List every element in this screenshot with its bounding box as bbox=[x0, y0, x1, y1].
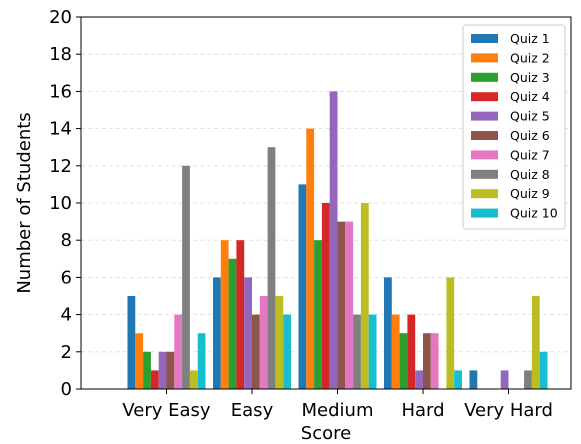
bar bbox=[275, 296, 284, 389]
bar bbox=[189, 370, 198, 389]
x-tick-label: Medium bbox=[302, 400, 374, 421]
y-tick-label: 6 bbox=[61, 267, 72, 288]
bar bbox=[337, 221, 346, 389]
legend-label: Quiz 3 bbox=[510, 70, 550, 85]
bar bbox=[306, 128, 315, 389]
y-tick-label: 14 bbox=[49, 119, 72, 140]
legend-swatch bbox=[471, 189, 498, 199]
legend-swatch bbox=[471, 150, 498, 160]
y-axis-title: Number of Students bbox=[14, 112, 35, 293]
legend-label: Quiz 1 bbox=[510, 31, 550, 46]
bar bbox=[252, 314, 260, 389]
x-tick-label: Very Easy bbox=[122, 400, 211, 421]
x-tick-label: Very Hard bbox=[464, 400, 553, 421]
legend-label: Quiz 6 bbox=[510, 128, 550, 143]
bar bbox=[430, 333, 439, 389]
bar bbox=[391, 314, 400, 389]
bar bbox=[166, 351, 175, 389]
bar bbox=[127, 296, 136, 389]
bar bbox=[345, 221, 354, 389]
bars bbox=[127, 91, 548, 390]
x-axis-title: Score bbox=[301, 423, 351, 444]
legend-label: Quiz 5 bbox=[510, 109, 550, 124]
legend-swatch bbox=[471, 72, 498, 82]
x-tick-label: Easy bbox=[231, 400, 274, 421]
legend-swatch bbox=[471, 53, 498, 63]
bar bbox=[329, 91, 338, 390]
bar bbox=[298, 184, 307, 389]
bar bbox=[384, 277, 392, 389]
x-tick-label: Hard bbox=[401, 400, 444, 421]
y-tick-label: 0 bbox=[61, 379, 72, 400]
bar bbox=[213, 277, 221, 389]
bar bbox=[500, 370, 509, 389]
y-tick-label: 8 bbox=[61, 230, 72, 251]
bar bbox=[244, 277, 252, 389]
x-axis-ticks: Very Easy Easy Medium Hard Very Hard bbox=[122, 389, 553, 421]
bar bbox=[197, 333, 206, 389]
bar bbox=[182, 165, 190, 389]
bar bbox=[314, 240, 322, 389]
y-axis-ticks: 0 2 4 6 8 10 12 14 16 18 20 bbox=[49, 7, 81, 400]
bar bbox=[423, 333, 431, 389]
legend-swatch bbox=[471, 111, 498, 121]
y-tick-label: 18 bbox=[49, 44, 72, 65]
y-tick-label: 10 bbox=[49, 193, 72, 214]
legend-swatch bbox=[471, 92, 498, 102]
bar bbox=[143, 351, 151, 389]
bar bbox=[415, 370, 423, 389]
legend-label: Quiz 2 bbox=[510, 50, 550, 65]
bar bbox=[368, 314, 377, 389]
bar bbox=[174, 314, 183, 389]
bar bbox=[469, 370, 478, 389]
legend-swatch bbox=[471, 34, 498, 43]
bar bbox=[353, 314, 361, 389]
bar bbox=[267, 147, 276, 389]
bar bbox=[446, 277, 455, 389]
legend-swatch bbox=[471, 169, 498, 179]
legend-swatch bbox=[471, 208, 498, 218]
legend-label: Quiz 10 bbox=[510, 206, 558, 221]
bar bbox=[539, 351, 548, 389]
bar bbox=[135, 333, 144, 389]
y-tick-label: 2 bbox=[61, 342, 72, 363]
bar bbox=[236, 240, 245, 389]
bar bbox=[524, 370, 532, 389]
y-tick-label: 20 bbox=[49, 7, 72, 28]
legend: Quiz 1 Quiz 2 Quiz 3 Quiz 4 Quiz 5 Quiz 6 Quiz… bbox=[462, 24, 566, 230]
legend-label: Quiz 8 bbox=[510, 167, 550, 182]
legend-label: Quiz 4 bbox=[510, 89, 550, 104]
bar bbox=[220, 240, 229, 389]
bar bbox=[399, 333, 408, 389]
bar bbox=[407, 314, 416, 389]
bar bbox=[158, 351, 167, 389]
y-tick-label: 16 bbox=[49, 81, 72, 102]
legend-label: Quiz 7 bbox=[510, 147, 550, 162]
bar bbox=[228, 258, 237, 389]
legend-swatch bbox=[471, 131, 498, 140]
bar bbox=[283, 314, 291, 389]
bar bbox=[454, 370, 462, 389]
bar bbox=[531, 296, 540, 389]
bar bbox=[360, 203, 369, 389]
bar bbox=[259, 296, 268, 389]
y-tick-label: 12 bbox=[49, 156, 72, 177]
y-tick-label: 4 bbox=[61, 305, 72, 326]
bar bbox=[321, 203, 330, 389]
legend-label: Quiz 9 bbox=[510, 186, 550, 201]
bar bbox=[150, 370, 159, 389]
